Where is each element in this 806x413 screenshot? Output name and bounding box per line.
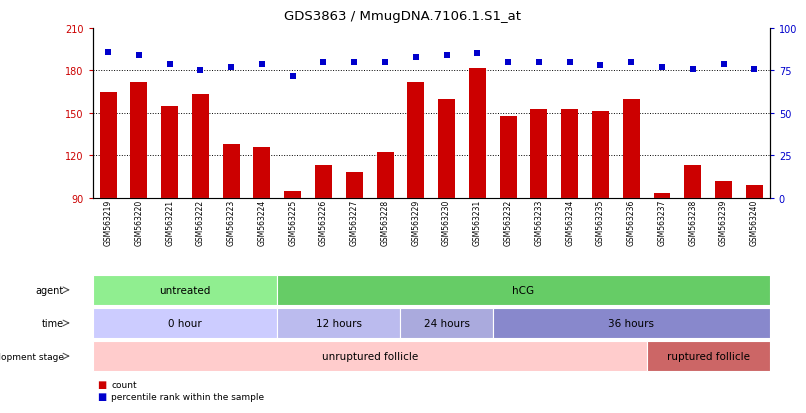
Bar	[93, 275, 277, 305]
Point	[194, 68, 207, 74]
Bar	[654, 194, 671, 198]
Point	[717, 61, 730, 68]
Point	[471, 51, 484, 57]
Point	[225, 64, 238, 71]
Bar	[469, 69, 486, 198]
Text: 0 hour: 0 hour	[168, 318, 202, 328]
Point	[409, 55, 422, 61]
Bar	[277, 308, 401, 338]
Point	[440, 53, 453, 59]
Point	[379, 59, 392, 66]
Bar	[192, 95, 209, 198]
Point	[533, 59, 546, 66]
Bar	[277, 275, 770, 305]
Point	[625, 59, 638, 66]
Bar	[222, 145, 239, 198]
Bar	[715, 181, 732, 198]
Text: development stage: development stage	[0, 352, 64, 361]
Bar	[407, 83, 424, 198]
Bar	[161, 107, 178, 198]
Bar	[93, 308, 277, 338]
Text: ■: ■	[97, 379, 106, 389]
Text: ruptured follicle: ruptured follicle	[667, 351, 750, 361]
Bar	[346, 173, 363, 198]
Text: count: count	[111, 380, 137, 389]
Point	[594, 63, 607, 69]
Bar	[746, 185, 762, 198]
Point	[163, 61, 176, 68]
Text: agent: agent	[35, 285, 64, 295]
Point	[286, 73, 299, 80]
Text: hCG: hCG	[513, 285, 534, 295]
Point	[655, 64, 668, 71]
Point	[563, 59, 576, 66]
Point	[102, 49, 114, 56]
Bar	[592, 112, 609, 198]
Text: untreated: untreated	[160, 285, 210, 295]
Bar	[401, 308, 492, 338]
Bar	[646, 341, 770, 371]
Bar	[253, 147, 270, 198]
Text: 24 hours: 24 hours	[424, 318, 470, 328]
Bar	[285, 191, 301, 198]
Bar	[376, 153, 393, 198]
Text: unruptured follicle: unruptured follicle	[322, 351, 418, 361]
Point	[748, 66, 761, 73]
Point	[256, 61, 268, 68]
Point	[317, 59, 330, 66]
Text: ■: ■	[97, 392, 106, 401]
Point	[687, 66, 700, 73]
Point	[501, 59, 514, 66]
Bar	[684, 166, 701, 198]
Text: time: time	[42, 318, 64, 328]
Bar	[492, 308, 770, 338]
Bar	[100, 93, 117, 198]
Point	[348, 59, 361, 66]
Text: GDS3863 / MmugDNA.7106.1.S1_at: GDS3863 / MmugDNA.7106.1.S1_at	[285, 10, 521, 23]
Text: 12 hours: 12 hours	[316, 318, 362, 328]
Bar	[530, 109, 547, 198]
Point	[132, 53, 145, 59]
Bar	[438, 100, 455, 198]
Text: 36 hours: 36 hours	[609, 318, 654, 328]
Text: percentile rank within the sample: percentile rank within the sample	[111, 392, 264, 401]
Bar	[315, 166, 332, 198]
Bar	[623, 100, 640, 198]
Bar	[561, 109, 578, 198]
Bar	[500, 116, 517, 198]
Bar	[93, 341, 646, 371]
Bar	[131, 83, 147, 198]
